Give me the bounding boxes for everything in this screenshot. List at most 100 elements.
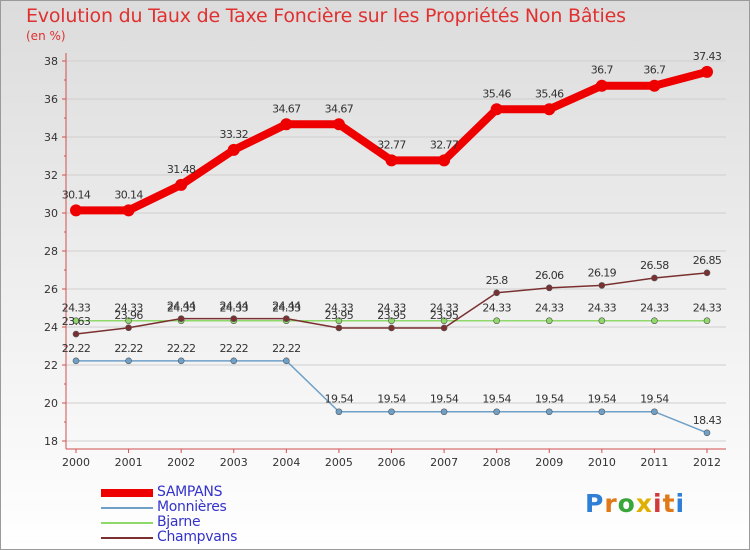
data-label: 30.14	[114, 188, 143, 201]
data-label: 23.96	[114, 309, 143, 322]
logo-letter: t	[662, 489, 676, 518]
proxiti-logo: Proxiti	[585, 489, 685, 518]
data-label: 24.44	[220, 300, 249, 313]
data-point	[440, 324, 448, 332]
data-label: 24.33	[693, 302, 722, 315]
y-tick-label: 20	[44, 397, 58, 410]
logo-letter: P	[585, 489, 605, 518]
legend-label: Champvans	[157, 529, 238, 545]
data-point	[651, 274, 658, 282]
y-tick-label: 32	[44, 169, 58, 182]
y-tick-label: 24	[44, 321, 58, 334]
data-point	[280, 118, 293, 131]
data-label: 19.54	[482, 393, 511, 406]
data-label: 22.22	[220, 342, 249, 355]
data-label: 25.8	[486, 274, 509, 287]
x-tick-label: 2003	[220, 456, 248, 469]
series-lines	[70, 65, 713, 437]
data-point	[388, 324, 395, 332]
x-tick-label: 2011	[640, 456, 668, 469]
data-label: 36.7	[643, 64, 666, 77]
grid-lines	[66, 60, 726, 442]
data-label: 23.95	[430, 309, 459, 322]
data-label: 32.77	[430, 138, 459, 151]
y-tick-label: 38	[44, 55, 58, 68]
data-label: 26.58	[640, 259, 669, 272]
data-point	[125, 324, 132, 332]
legend-swatch	[101, 489, 153, 497]
data-label: 24.33	[62, 302, 91, 315]
data-label: 24.33	[640, 302, 669, 315]
data-label: 23.95	[325, 309, 354, 322]
data-point	[177, 357, 185, 365]
data-point	[230, 315, 238, 322]
data-point	[651, 408, 658, 416]
data-point	[177, 315, 185, 322]
x-tick-label: 2008	[483, 456, 511, 469]
data-point	[440, 317, 448, 325]
data-label: 31.48	[167, 163, 196, 176]
data-point	[175, 178, 188, 191]
data-point	[122, 204, 135, 217]
data-label: 24.44	[167, 300, 196, 313]
legend-swatch	[101, 537, 153, 539]
x-tick-label: 2009	[535, 456, 563, 469]
y-tick-label: 22	[44, 359, 58, 372]
data-label: 24.33	[167, 302, 196, 315]
data-point	[335, 317, 343, 325]
data-label: 24.33	[482, 302, 511, 315]
data-label: 33.32	[220, 128, 249, 141]
data-label: 24.33	[220, 302, 249, 315]
data-point	[283, 357, 290, 365]
data-label: 22.22	[62, 342, 91, 355]
legend-label: Bjarne	[157, 514, 201, 530]
x-tick-label: 2006	[378, 456, 406, 469]
y-axis-unit-label: (en %)	[26, 29, 66, 43]
data-label: 19.54	[535, 393, 564, 406]
data-point	[227, 143, 240, 156]
data-point	[125, 317, 132, 325]
data-point	[490, 103, 503, 116]
x-tick-label: 2010	[588, 456, 616, 469]
data-label: 32.77	[377, 138, 406, 151]
data-point	[438, 154, 451, 167]
data-label: 19.54	[377, 393, 406, 406]
data-label: 37.43	[693, 50, 722, 63]
axes: 18 20 22 24 26 28 30 32 34 36 38 2000 2001 2002 2003 20…	[44, 53, 726, 469]
data-point	[388, 317, 395, 325]
logo-letter: r	[604, 489, 618, 518]
data-label: 19.54	[588, 393, 617, 406]
x-tick-label: 2012	[693, 456, 721, 469]
data-label: 24.33	[114, 302, 143, 315]
x-tick-label: 2000	[62, 456, 90, 469]
data-point	[72, 330, 80, 338]
data-point	[648, 79, 661, 92]
data-label: 22.22	[114, 342, 143, 355]
data-point	[440, 408, 448, 416]
x-tick-label: 2004	[272, 456, 300, 469]
data-point	[493, 408, 500, 416]
x-tick-label: 2001	[115, 456, 143, 469]
data-label: 24.33	[272, 302, 301, 315]
data-label: 34.67	[325, 102, 354, 115]
x-tick-label: 2005	[325, 456, 353, 469]
data-point	[388, 408, 395, 416]
series-champvans	[72, 269, 711, 338]
data-label: 18.43	[693, 414, 722, 427]
line-chart: 18 20 22 24 26 28 30 32 34 36 38 2000 2001 2002 2003 20…	[44, 50, 726, 469]
data-point	[493, 317, 500, 325]
data-label: 23.63	[62, 315, 91, 328]
data-label: 35.46	[482, 87, 511, 100]
legend-swatch	[101, 522, 153, 524]
logo-letter: i	[653, 489, 663, 518]
data-label: 24.33	[430, 302, 459, 315]
logo-letter: o	[617, 489, 636, 518]
y-tick-label: 18	[44, 435, 58, 448]
x-tick-label: 2002	[167, 456, 195, 469]
data-point	[543, 103, 556, 116]
series-sampans	[70, 65, 713, 217]
logo-letter: x	[635, 489, 653, 518]
data-point	[72, 357, 80, 365]
data-point	[703, 429, 711, 437]
